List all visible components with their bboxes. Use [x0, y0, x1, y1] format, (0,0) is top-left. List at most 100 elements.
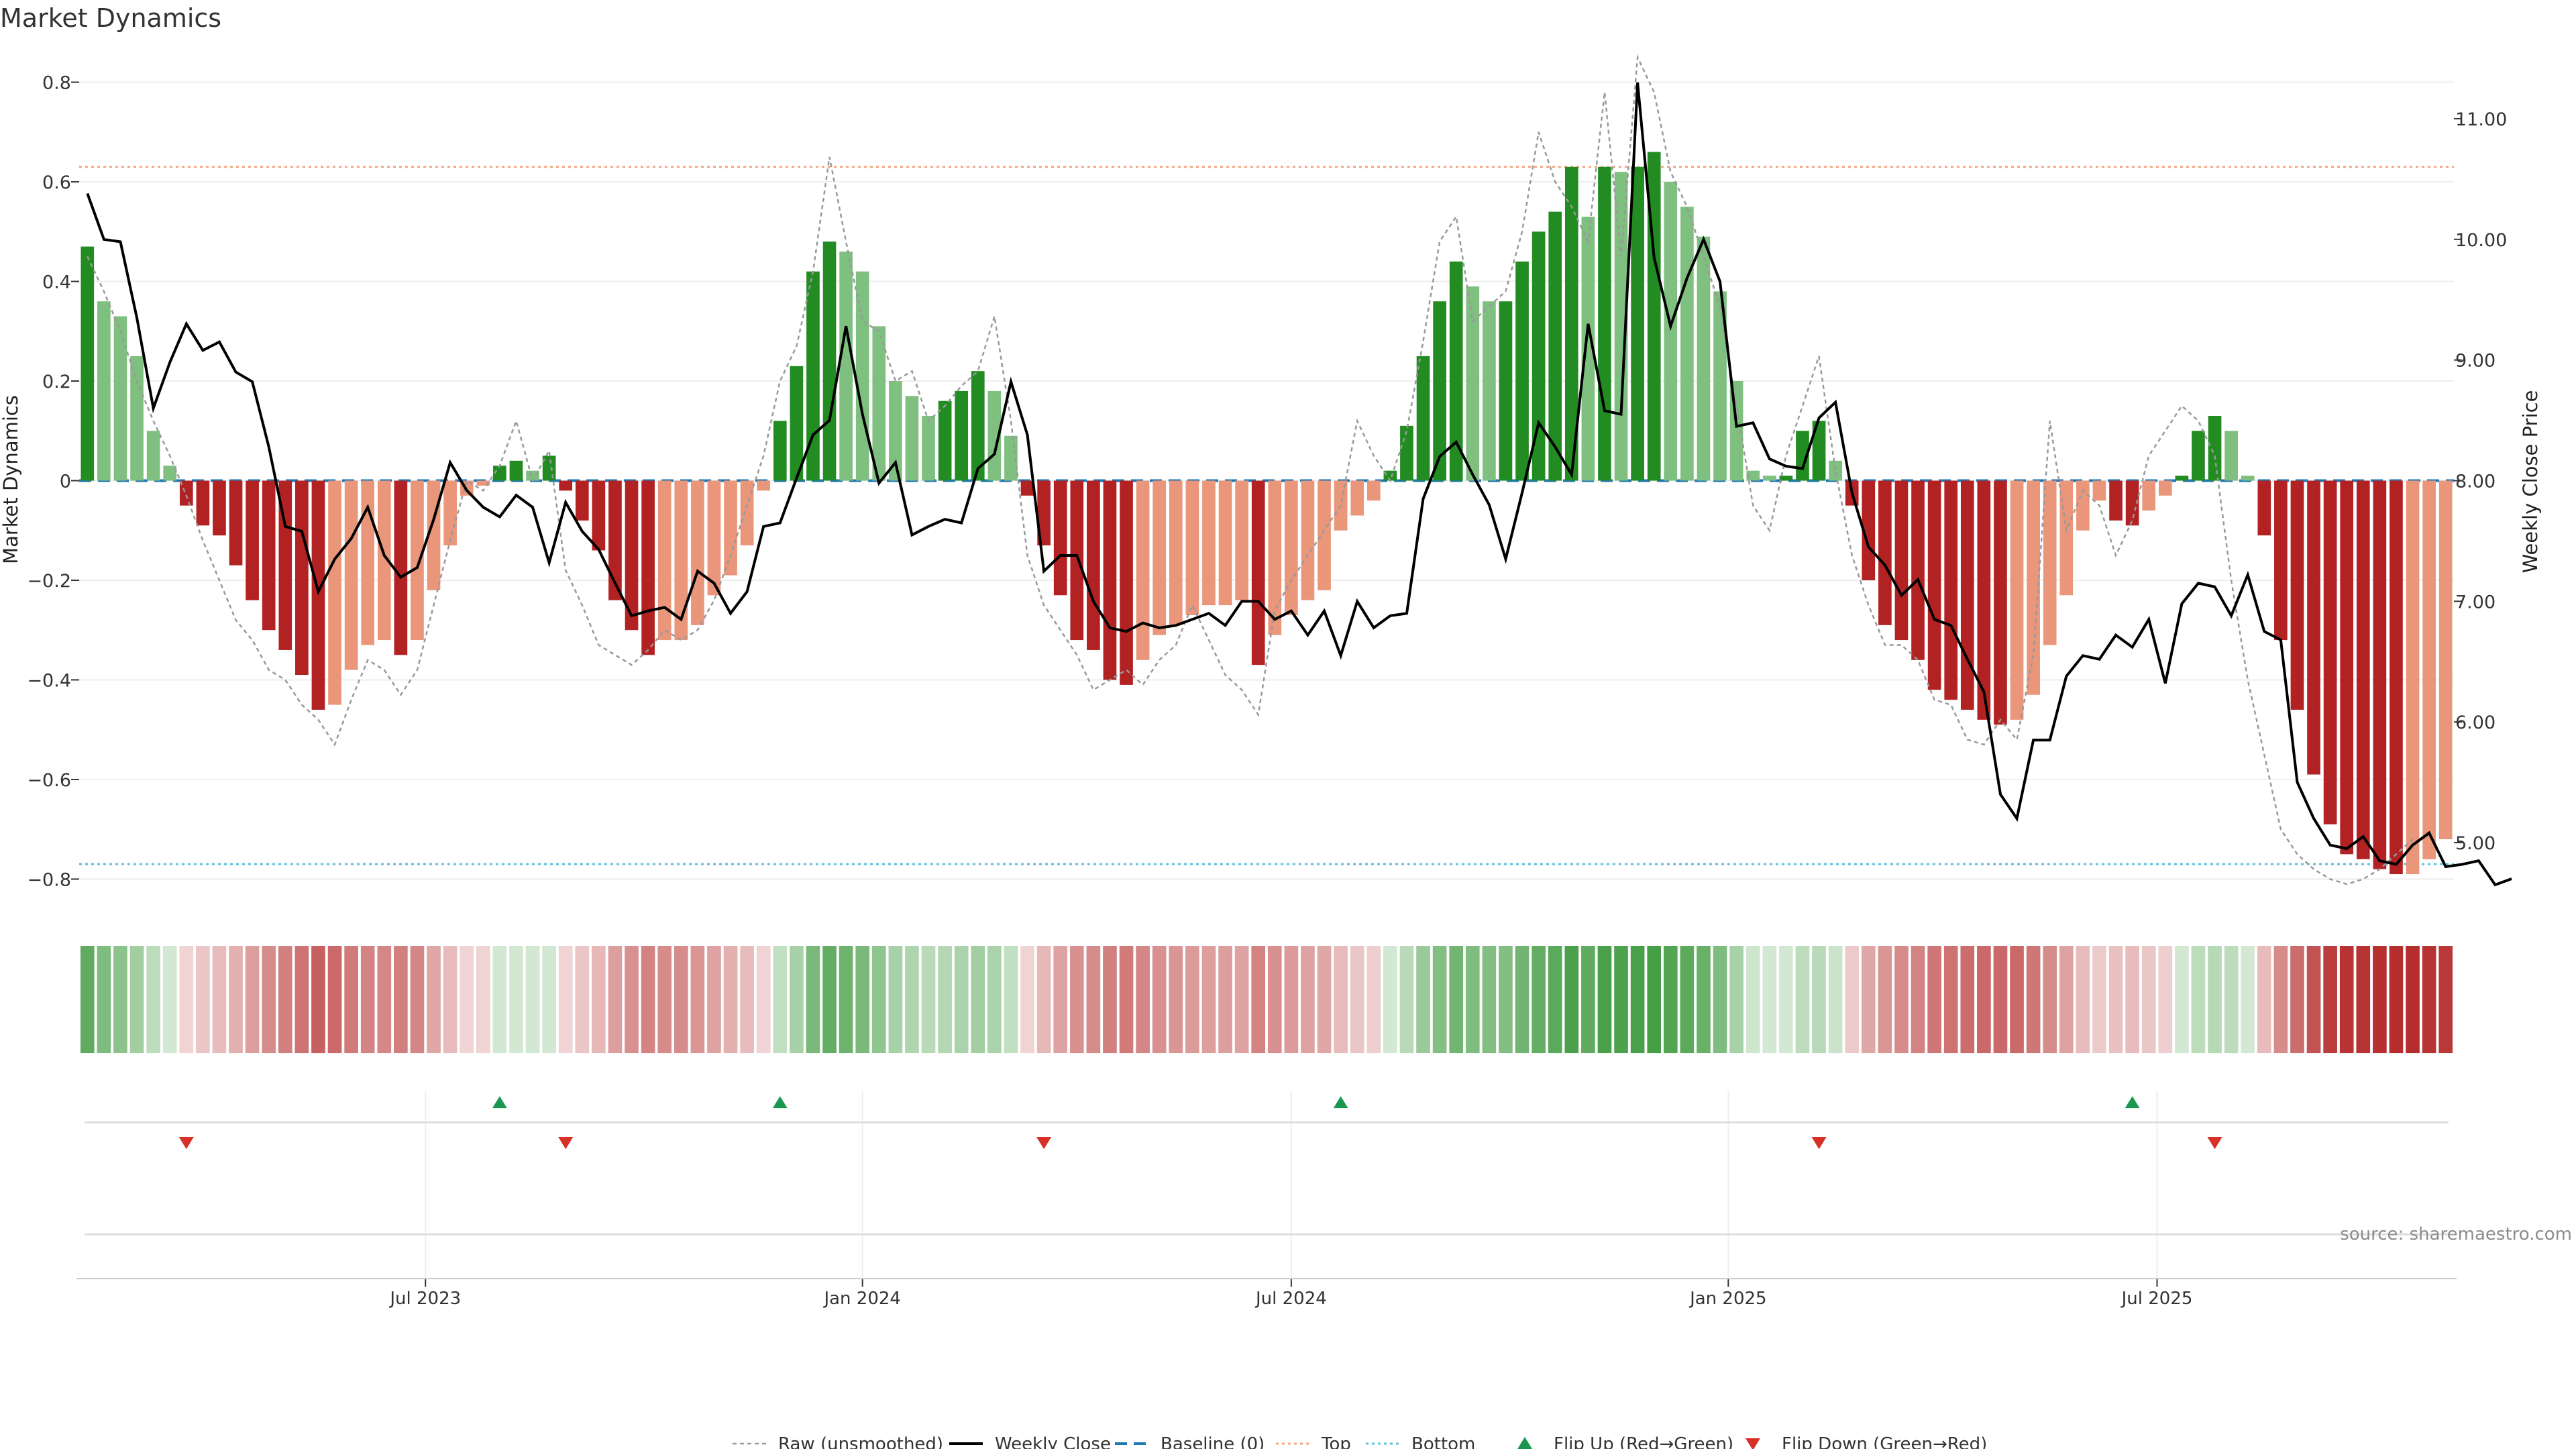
regime-cell [1729, 946, 1743, 1053]
regime-cell [2273, 946, 2288, 1053]
momentum-bar [922, 415, 935, 481]
momentum-bar [1680, 207, 1694, 481]
regime-cell [756, 946, 771, 1053]
momentum-bar [1713, 291, 1727, 481]
regime-cell [229, 946, 243, 1053]
momentum-bar [806, 271, 820, 481]
momentum-bar [443, 480, 457, 546]
momentum-bar [971, 371, 985, 481]
regime-cell [790, 946, 804, 1053]
regime-cell [905, 946, 919, 1053]
regime-cell [723, 946, 738, 1053]
regime-cell [592, 946, 606, 1053]
y2-axis-label: Weekly Close Price [2519, 390, 2542, 574]
momentum-bar [1416, 356, 1430, 481]
momentum-bar [2356, 480, 2370, 859]
regime-cell [1960, 946, 1975, 1053]
chart-title: Market Dynamics [0, 3, 221, 33]
regime-cell [871, 946, 886, 1053]
momentum-bar [2027, 480, 2040, 695]
momentum-bar [1301, 480, 1315, 600]
regime-cell [427, 946, 441, 1053]
momentum-bar [1927, 480, 1941, 690]
momentum-bar [2043, 480, 2057, 645]
momentum-bar [2125, 480, 2139, 526]
momentum-bar [757, 480, 771, 491]
momentum-bar [377, 480, 391, 641]
regime-cell [1532, 946, 1546, 1053]
momentum-bar [641, 480, 655, 655]
momentum-bar [1366, 480, 1381, 501]
weekly-close-series [86, 82, 2512, 887]
momentum-bar [1862, 480, 1876, 580]
momentum-bar [130, 356, 144, 481]
legend-label: Raw (unsmoothed) [778, 1434, 943, 1449]
regime-cell [1482, 946, 1497, 1053]
momentum-bar [2076, 480, 2090, 531]
momentum-bar [2422, 480, 2436, 859]
regime-cell [113, 946, 127, 1053]
momentum-bar [113, 316, 127, 481]
momentum-bar [2323, 480, 2337, 824]
momentum-bar [1169, 480, 1183, 625]
momentum-bar [493, 466, 506, 481]
momentum-bar [1548, 211, 1562, 481]
legend-label: Weekly Close [995, 1434, 1111, 1449]
momentum-bar [1499, 301, 1513, 481]
legend-label: Baseline (0) [1161, 1434, 1265, 1449]
momentum-bar [2109, 480, 2123, 521]
regime-cell [2010, 946, 2024, 1053]
y-tick-label: 0.8 [42, 73, 71, 94]
regime-cell [1630, 946, 1645, 1053]
momentum-bar [278, 480, 292, 650]
momentum-bar [1878, 480, 1892, 625]
regime-cell [1663, 946, 1678, 1053]
regime-cell [1795, 946, 1810, 1053]
momentum-bar [575, 480, 589, 521]
regime-cell [1515, 946, 1529, 1053]
regime-cell [1564, 946, 1579, 1053]
momentum-bar [2010, 480, 2024, 720]
momentum-bar [229, 480, 243, 566]
flip-markers-panel [85, 1096, 2449, 1236]
momentum-bar [1218, 480, 1232, 606]
momentum-bar [1087, 480, 1100, 650]
regime-cell [1218, 946, 1232, 1053]
momentum-bar [1350, 480, 1364, 516]
regime-cell [1399, 946, 1414, 1053]
momentum-bar [1614, 172, 1628, 481]
regime-cell [1449, 946, 1464, 1053]
regime-cell [1647, 946, 1662, 1053]
regime-cell [2339, 946, 2354, 1053]
regime-cell [460, 946, 474, 1053]
momentum-bar [724, 480, 737, 576]
momentum-bar [1383, 470, 1397, 481]
regime-cell [2076, 946, 2090, 1053]
regime-cell [410, 946, 425, 1053]
regime-cell [262, 946, 276, 1053]
raw-line [87, 54, 2414, 885]
regime-cell [80, 946, 95, 1053]
regime-cell [179, 946, 194, 1053]
regime-cell [1416, 946, 1430, 1053]
regime-cell [558, 946, 573, 1053]
regime-cell [245, 946, 260, 1053]
legend-swatch-flip-down [1746, 1438, 1760, 1449]
regime-cell [294, 946, 309, 1053]
regime-cell [2257, 946, 2271, 1053]
regime-cell [129, 946, 144, 1053]
momentum-bar [1400, 425, 1413, 481]
regime-cell [1746, 946, 1760, 1053]
momentum-bar [2274, 480, 2288, 641]
momentum-bar [1466, 286, 1480, 481]
momentum-bar [2406, 480, 2420, 875]
regime-cell [1432, 946, 1447, 1053]
regime-cell [2043, 946, 2057, 1053]
y2-tick-label: 9.00 [2455, 351, 2496, 372]
momentum-bar [1631, 166, 1644, 481]
momentum-bar [740, 480, 754, 546]
momentum-bar [1202, 480, 1216, 606]
regime-cell [641, 946, 655, 1053]
regime-cell [394, 946, 408, 1053]
